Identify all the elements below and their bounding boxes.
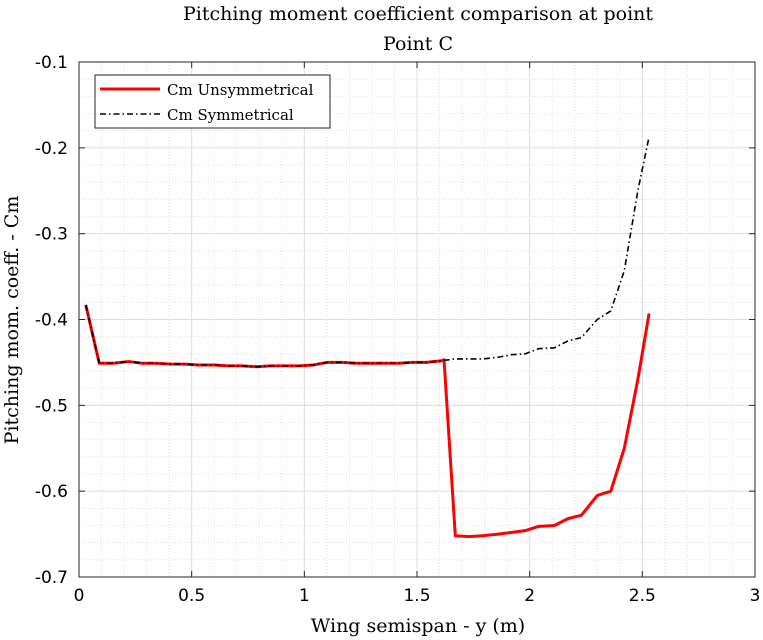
series-line-symmetrical	[84, 136, 650, 368]
y-tick-label: -0.7	[35, 568, 68, 588]
x-axis-label: Wing semispan - y (m)	[311, 615, 525, 637]
legend-box	[94, 74, 331, 129]
x-tick-label: 2	[524, 586, 535, 606]
y-tick-label: -0.2	[35, 139, 68, 159]
y-tick-label: -0.4	[35, 311, 68, 331]
x-tick-label: 3	[750, 586, 761, 606]
series-layer	[84, 136, 651, 539]
chart-title: Pitching moment coefficient comparison a…	[183, 3, 653, 25]
y-tick-label: -0.5	[35, 396, 68, 416]
tick-marks	[78, 61, 756, 578]
legend-label-unsymmetrical: Cm Unsymmetrical	[167, 81, 314, 99]
y-tick-label: -0.1	[35, 53, 68, 73]
x-tick-label: 1	[299, 586, 310, 606]
y-tick-labels: -0.7 -0.6 -0.5 -0.4 -0.3 -0.2 -0.1	[35, 53, 68, 588]
x-tick-labels: 0 0.5 1 1.5 2 2.5 3	[74, 586, 761, 606]
x-tick-label: 0	[74, 586, 85, 606]
y-axis-label: Pitching mom. coeff. - Cm	[1, 196, 23, 445]
x-tick-label: 2.5	[629, 586, 656, 606]
y-tick-label: -0.3	[35, 225, 68, 245]
legend-label-symmetrical: Cm Symmetrical	[167, 106, 294, 124]
chart-subtitle: Point C	[383, 33, 453, 55]
y-tick-label: -0.6	[35, 482, 68, 502]
legend: Cm Unsymmetrical Cm Symmetrical	[94, 74, 331, 129]
x-tick-label: 1.5	[403, 586, 430, 606]
x-tick-label: 0.5	[178, 586, 205, 606]
